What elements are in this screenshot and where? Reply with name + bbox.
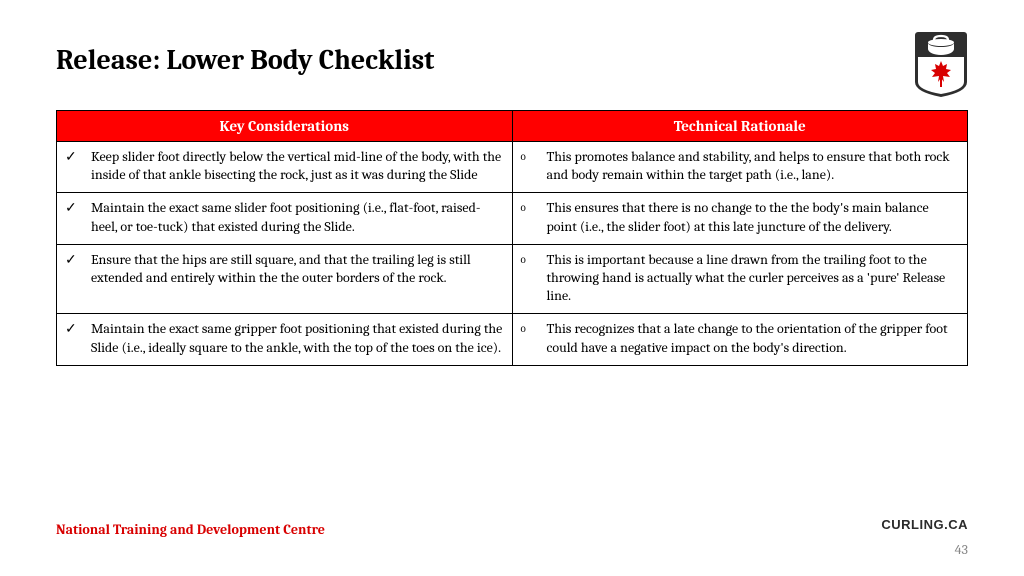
checklist-table: Key Considerations Technical Rationale ✓… [56,110,968,366]
page-title: Release: Lower Body Checklist [56,44,968,76]
circle-icon: o [521,251,537,267]
rationale-text: This recognizes that a late change to th… [547,320,960,356]
footer-site: CURLING.CA [881,517,968,532]
consideration-cell: ✓ Keep slider foot directly below the ve… [57,142,513,193]
consideration-cell: ✓ Maintain the exact same slider foot po… [57,193,513,244]
slide: Release: Lower Body Checklist Key Consid… [0,0,1024,576]
rationale-text: This promotes balance and stability, and… [547,148,960,184]
consideration-cell: ✓ Ensure that the hips are still square,… [57,244,513,314]
rationale-cell: o This recognizes that a late change to … [512,314,968,365]
table-row: ✓ Ensure that the hips are still square,… [57,244,968,314]
rationale-text: This ensures that there is no change to … [547,199,960,235]
consideration-cell: ✓ Maintain the exact same gripper foot p… [57,314,513,365]
rationale-cell: o This promotes balance and stability, a… [512,142,968,193]
consideration-text: Maintain the exact same gripper foot pos… [91,320,504,356]
table-row: ✓ Maintain the exact same gripper foot p… [57,314,968,365]
rationale-cell: o This ensures that there is no change t… [512,193,968,244]
table-row: ✓ Maintain the exact same slider foot po… [57,193,968,244]
table-header-row: Key Considerations Technical Rationale [57,111,968,142]
consideration-text: Ensure that the hips are still square, a… [91,251,504,287]
curling-canada-logo [914,30,968,98]
check-icon: ✓ [65,148,81,166]
col-header-rationale: Technical Rationale [512,111,968,142]
circle-icon: o [521,199,537,215]
rationale-text: This is important because a line drawn f… [547,251,960,306]
col-header-considerations: Key Considerations [57,111,513,142]
consideration-text: Maintain the exact same slider foot posi… [91,199,504,235]
check-icon: ✓ [65,320,81,338]
check-icon: ✓ [65,199,81,217]
circle-icon: o [521,320,537,336]
consideration-text: Keep slider foot directly below the vert… [91,148,504,184]
check-icon: ✓ [65,251,81,269]
footer-org: National Training and Development Centre [56,521,325,538]
circle-icon: o [521,148,537,164]
rationale-cell: o This is important because a line drawn… [512,244,968,314]
table-row: ✓ Keep slider foot directly below the ve… [57,142,968,193]
page-number: 43 [955,541,968,558]
